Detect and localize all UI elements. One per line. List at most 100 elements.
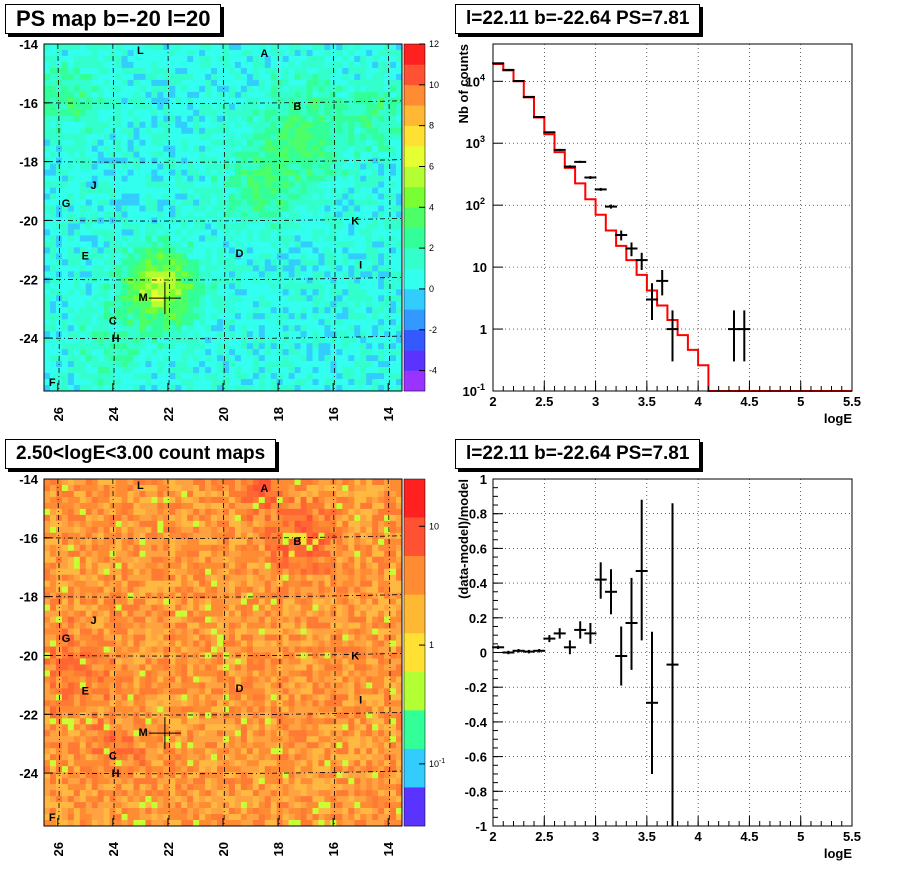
hm1-cell: [342, 373, 349, 380]
colorbar-tick-label: 12: [429, 39, 439, 49]
hm1-cell: [234, 73, 242, 81]
hm1-cell: [270, 163, 277, 170]
hm1-cell: [228, 205, 236, 212]
hm1-cell: [390, 175, 397, 182]
hm1-cell: [252, 283, 260, 290]
hm1-cell: [348, 97, 355, 105]
hm1-cell: [211, 145, 218, 152]
hm2-cell: [276, 544, 283, 552]
hm1-cell: [97, 145, 104, 152]
hm1-cell: [264, 85, 272, 93]
hm2-cell: [372, 574, 379, 581]
hm1-cell: [73, 277, 81, 284]
hm1-cell: [199, 343, 206, 350]
hm1-cell: [336, 91, 343, 99]
hm1-cell: [157, 379, 164, 386]
hm1-cell: [145, 73, 152, 81]
hm1-cell: [139, 277, 146, 284]
hm1-cell: [228, 163, 236, 170]
hm1-cell: [103, 115, 110, 123]
hm1-cell: [246, 115, 254, 123]
hm1-cell: [234, 103, 242, 111]
hm2-cell: [49, 508, 57, 516]
hm1-cell: [139, 139, 146, 146]
hm2-cell: [294, 580, 301, 587]
hm2-cell: [372, 532, 379, 540]
hm2-cell: [145, 568, 152, 576]
hm2-cell: [67, 574, 75, 581]
hm1-cell: [49, 97, 57, 105]
hm1-cell: [336, 211, 343, 218]
hm1-cell: [294, 283, 301, 290]
hm1-cell: [157, 193, 164, 200]
hm2-cell: [306, 610, 313, 617]
hm1-cell: [234, 133, 242, 141]
hm1-cell: [73, 85, 81, 93]
hm1-cell: [324, 277, 331, 284]
hm1-cell: [157, 343, 164, 350]
hm1-cell: [217, 44, 224, 51]
hm1-cell: [61, 337, 69, 344]
hm2-cell: [366, 502, 373, 510]
hm2-cell: [234, 598, 242, 605]
hm1-cell: [175, 379, 182, 386]
hm1-cell: [360, 61, 367, 69]
hm1-cell: [264, 91, 272, 99]
hm1-cell: [133, 187, 140, 194]
hm1-cell: [133, 223, 140, 230]
hm1-cell: [360, 253, 367, 260]
hm1-cell: [252, 61, 260, 69]
hm2-cell: [199, 490, 206, 498]
hm1-cell: [49, 145, 57, 152]
hm1-cell: [312, 283, 319, 290]
hm1-cell: [300, 121, 307, 129]
hm1-cell: [199, 121, 206, 129]
hm2-cell: [133, 502, 140, 510]
hm2-cell: [354, 568, 361, 576]
hm1-cell: [91, 163, 98, 170]
hm2-cell: [384, 604, 391, 611]
hm1-cell: [252, 163, 260, 170]
hm2-cell: [121, 568, 128, 576]
hm2-cell: [264, 586, 272, 593]
hm2-cell: [187, 479, 194, 486]
hm2-cell: [175, 484, 182, 492]
hm1-cell: [384, 139, 391, 146]
hm1-cell: [193, 373, 200, 380]
hm1-cell: [282, 103, 289, 111]
hm1-cell: [306, 235, 313, 242]
hm1-cell: [270, 331, 277, 338]
hm2-cell: [199, 580, 206, 587]
hm1-cell: [366, 289, 373, 296]
hm1-cell: [246, 313, 254, 320]
hm1-cell: [169, 271, 176, 278]
hm2-cell: [61, 568, 69, 576]
hm2-cell: [372, 568, 379, 576]
hm1-cell: [294, 271, 301, 278]
hm1-cell: [246, 385, 254, 392]
hm1-cell: [85, 307, 93, 314]
hm1-cell: [264, 163, 272, 170]
hm1-cell: [270, 181, 277, 188]
hm2-cell: [288, 544, 295, 552]
hm2-cell: [336, 479, 343, 486]
hm1-cell: [181, 241, 188, 248]
hm1-cell: [324, 97, 331, 105]
hm1-cell: [246, 133, 254, 141]
hm1-cell: [378, 91, 385, 99]
hm2-cell: [306, 544, 313, 552]
hm2-cell: [79, 544, 87, 552]
hm1-cell: [330, 133, 337, 141]
hm2-cell: [360, 514, 367, 522]
hm1-cell: [282, 91, 289, 99]
hm1-cell: [246, 187, 254, 194]
hm1-cell: [193, 61, 200, 69]
hm1-cell: [258, 289, 266, 296]
hm2-cell: [396, 502, 403, 510]
hm1-cell: [270, 367, 277, 374]
hm2-cell: [246, 550, 254, 558]
hm1-cell: [67, 373, 75, 380]
hm1-cell: [258, 91, 266, 99]
hm1-cell: [97, 283, 104, 290]
